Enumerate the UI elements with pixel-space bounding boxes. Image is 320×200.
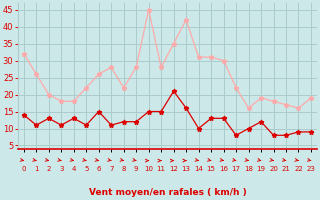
X-axis label: Vent moyen/en rafales ( km/h ): Vent moyen/en rafales ( km/h ) xyxy=(89,188,246,197)
